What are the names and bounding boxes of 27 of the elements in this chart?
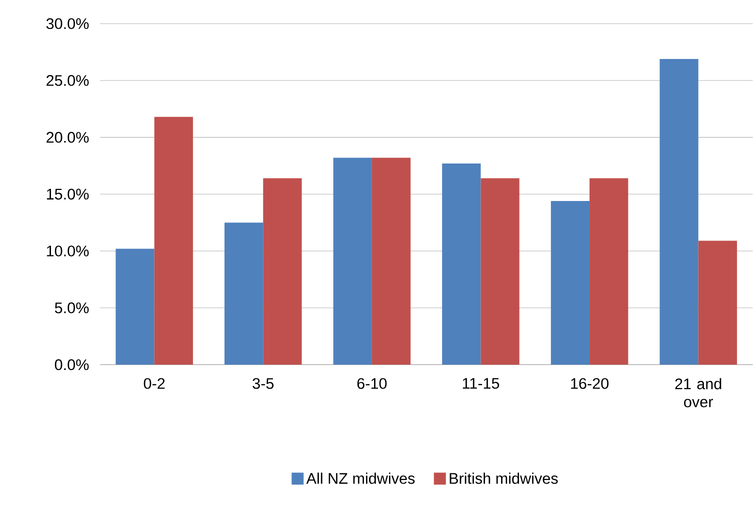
bar — [590, 178, 628, 365]
bar — [372, 158, 411, 365]
bar — [480, 178, 520, 365]
bar — [698, 240, 737, 365]
legend-label: British midwives — [450, 472, 558, 484]
y-tick-label: 10.0% — [46, 246, 89, 257]
x-tick-label: 0-2 — [144, 378, 165, 390]
legend-label: All NZ midwives — [306, 472, 415, 484]
bar — [224, 222, 264, 365]
x-tick-label: 6-10 — [357, 378, 387, 390]
y-tick-label: 25.0% — [46, 75, 89, 86]
bar — [116, 248, 154, 365]
bar — [333, 158, 372, 365]
bar — [263, 178, 302, 365]
y-tick-label: 0.0% — [54, 359, 89, 370]
x-tick-label: 11-15 — [462, 378, 500, 389]
bar — [442, 164, 481, 365]
y-tick-label: 5.0% — [54, 302, 89, 314]
x-tick-label: 21 and over — [675, 378, 722, 408]
bar — [660, 59, 698, 365]
x-tick-label: 16-20 — [571, 378, 609, 390]
bar — [154, 117, 193, 365]
y-tick-label: 30.0% — [46, 18, 89, 30]
bar — [550, 201, 590, 365]
y-tick-label: 20.0% — [46, 132, 89, 143]
y-tick-label: 15.0% — [46, 188, 89, 200]
x-tick-label: 3-5 — [252, 378, 274, 390]
